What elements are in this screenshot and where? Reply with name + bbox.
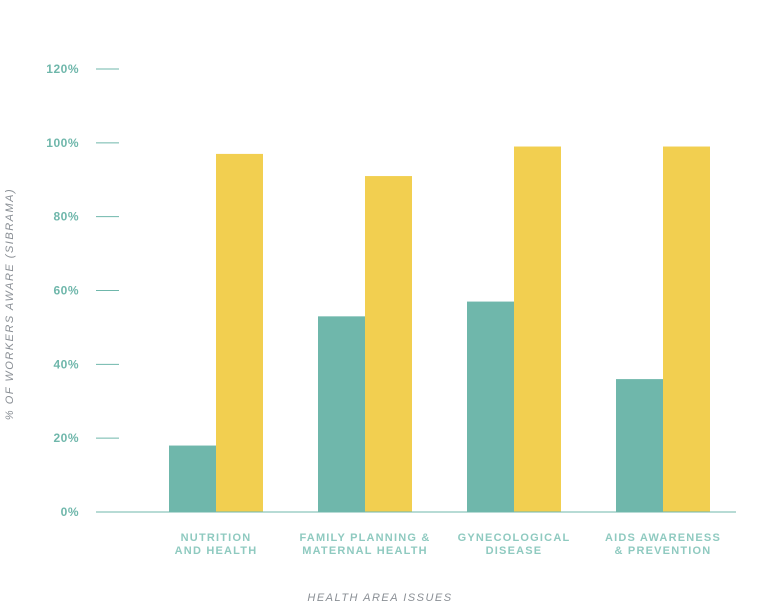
y-tick-label: 100% bbox=[46, 136, 79, 150]
y-axis-title: % OF WORKERS AWARE (SIBRAMA) bbox=[4, 188, 16, 420]
bars bbox=[169, 146, 710, 513]
x-tick-label: AIDS AWARENESS bbox=[605, 532, 721, 544]
y-axis: 0% 20% 40% 60% 80% 100% 120% bbox=[46, 62, 119, 519]
y-tick-label: 20% bbox=[53, 431, 79, 445]
y-tick-label: 0% bbox=[61, 505, 79, 519]
bar bbox=[616, 379, 663, 512]
y-tick-label: 60% bbox=[53, 284, 79, 298]
x-tick-label: GYNECOLOGICAL bbox=[458, 532, 571, 544]
bar bbox=[514, 146, 561, 512]
x-tick-label: FAMILY PLANNING & bbox=[299, 532, 430, 544]
bar bbox=[318, 316, 365, 512]
x-tick-label: DISEASE bbox=[486, 545, 543, 557]
y-tick-label: 40% bbox=[53, 357, 79, 371]
x-tick-label: MATERNAL HEALTH bbox=[302, 545, 428, 557]
bar bbox=[663, 146, 710, 512]
bar bbox=[169, 445, 216, 512]
bar bbox=[216, 153, 263, 513]
x-tick-label: & PREVENTION bbox=[615, 545, 712, 557]
x-tick-label: AND HEALTH bbox=[175, 545, 258, 557]
x-tick-label: NUTRITION bbox=[181, 532, 252, 544]
y-tick-label: 120% bbox=[46, 62, 79, 76]
bar bbox=[467, 301, 514, 512]
y-tick-label: 80% bbox=[53, 210, 79, 224]
bar bbox=[365, 176, 412, 512]
x-axis-title: HEALTH AREA ISSUES bbox=[307, 592, 452, 604]
